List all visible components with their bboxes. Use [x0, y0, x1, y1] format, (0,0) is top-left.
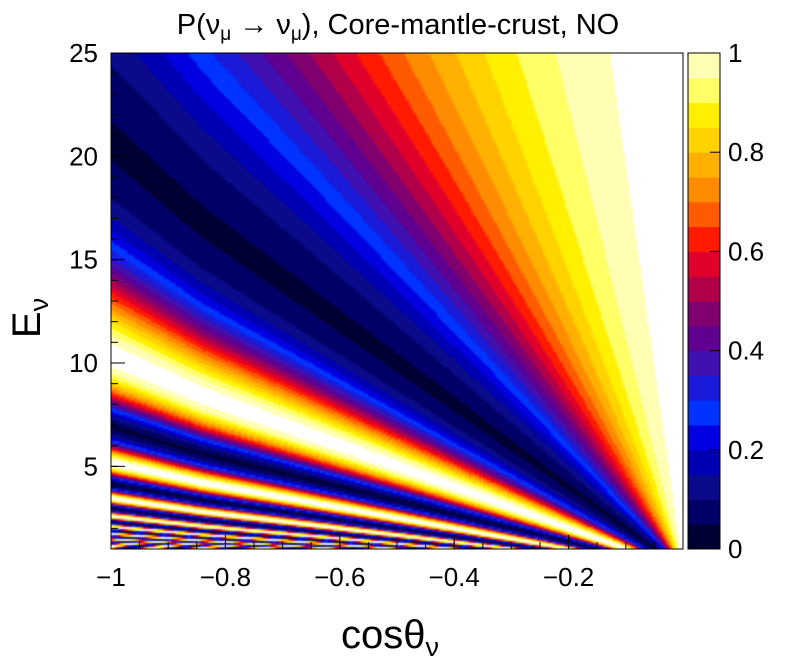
x-axis-label: cosθν	[341, 613, 439, 662]
colorbar-tick-label: 0.6	[728, 236, 764, 266]
colorbar-band	[688, 325, 720, 352]
chart-title: P(νμ → νμ), Core-mantle-crust, NO	[177, 9, 619, 45]
colorbar-band	[688, 301, 720, 327]
colorbar-band	[688, 152, 720, 178]
colorbar-tick-label: 0.4	[728, 336, 764, 366]
colorbar-band	[688, 524, 720, 550]
colorbar-band	[688, 201, 720, 228]
colorbar-tick-label: 0.2	[728, 435, 764, 465]
colorbar-band	[688, 449, 720, 476]
colorbar-band	[688, 400, 720, 426]
colorbar-band	[688, 474, 720, 500]
y-axis: 5 10 15 20 25	[69, 38, 125, 550]
colorbar-axis: 0 0.2 0.4 0.6 0.8 1	[710, 38, 764, 564]
colorbar-band	[688, 375, 720, 401]
x-tick-label: −0.2	[543, 562, 594, 592]
y-tick-label: 15	[69, 245, 98, 275]
colorbar-frame	[687, 52, 721, 550]
x-tick-label: −1	[96, 562, 126, 592]
x-axis: −1 −0.8 −0.6 −0.4 −0.2	[96, 535, 655, 592]
colorbar	[687, 52, 721, 550]
y-tick-label: 5	[84, 451, 98, 481]
y-axis-label: Eν	[5, 298, 54, 338]
colorbar-band	[688, 251, 720, 277]
colorbar-band	[688, 177, 720, 203]
colorbar-band	[688, 226, 720, 252]
colorbar-band	[688, 276, 720, 302]
colorbar-band	[688, 77, 720, 104]
colorbar-band	[688, 425, 720, 451]
colorbar-band	[688, 127, 720, 153]
colorbar-tick-label: 1	[728, 38, 742, 68]
x-tick-label: −0.4	[429, 562, 480, 592]
colorbar-tick-label: 0.8	[728, 137, 764, 167]
x-tick-label: −0.6	[314, 562, 365, 592]
colorbar-tick-label: 0	[728, 534, 742, 564]
heatmap-plot-area	[110, 52, 684, 550]
colorbar-band	[688, 102, 720, 128]
colorbar-band	[688, 53, 720, 79]
probability-heatmap	[111, 53, 683, 549]
y-tick-label: 10	[69, 348, 98, 378]
y-tick-label: 25	[69, 38, 98, 68]
y-tick-label: 20	[69, 141, 98, 171]
colorbar-band	[688, 499, 720, 525]
colorbar-band	[688, 350, 720, 376]
x-tick-label: −0.8	[200, 562, 251, 592]
